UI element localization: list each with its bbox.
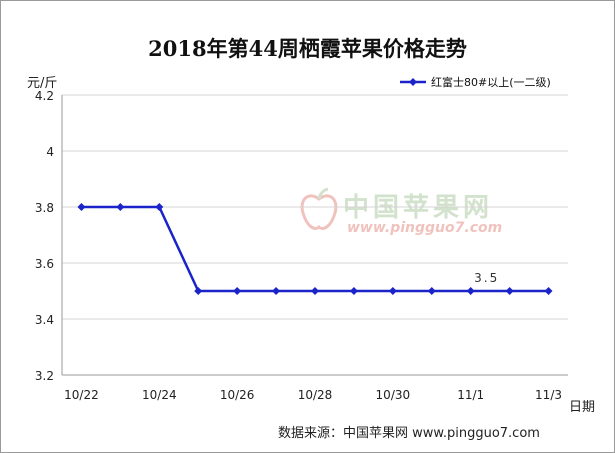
y-tick-label: 3.2: [35, 369, 54, 383]
data-point-marker: [194, 287, 203, 295]
data-point-marker: [427, 287, 436, 295]
watermark-url: www.pingguo7.com: [347, 220, 503, 236]
y-tick-label: 3.8: [35, 201, 54, 215]
x-tick-label: 10/22: [64, 388, 99, 402]
y-tick-label: 4: [46, 145, 54, 159]
chart-title: 2018年第44周栖霞苹果价格走势: [148, 36, 467, 61]
y-axis-unit-label: 元/斤: [27, 76, 58, 91]
x-tick-label: 11/3: [535, 388, 562, 402]
legend-series-label: 红富士80#以上(一二级): [431, 76, 551, 89]
data-point-marker: [466, 287, 475, 295]
data-point-marker: [544, 287, 553, 295]
legend-line-marker-icon: [400, 78, 426, 86]
data-point-marker: [77, 203, 86, 211]
watermark-text: 中国苹果网: [343, 193, 494, 223]
x-tick-label: 10/28: [298, 388, 333, 402]
watermark: 中国苹果网 www.pingguo7.com: [299, 187, 529, 243]
x-tick-label: 10/30: [376, 388, 411, 402]
apple-logo-icon: [300, 187, 338, 230]
x-axis-unit-label: 日期: [569, 400, 596, 415]
data-point-marker: [155, 203, 164, 211]
data-label: 3.5: [474, 271, 499, 285]
data-source-text: 数据来源：中国苹果网 www.pingguo7.com: [278, 426, 540, 441]
legend: 红富士80#以上(一二级): [399, 74, 551, 90]
data-point-marker: [349, 287, 358, 295]
data-point-marker: [116, 203, 125, 211]
data-point-marker: [505, 287, 514, 295]
x-tick-label: 10/24: [142, 388, 177, 402]
y-tick-label: 3.6: [35, 257, 54, 271]
data-point-marker: [311, 287, 319, 295]
x-tick-label: 10/26: [220, 388, 255, 402]
y-tick-label: 4.2: [35, 89, 54, 103]
y-tick-label: 3.4: [35, 313, 54, 327]
data-point-marker: [272, 287, 281, 295]
data-point-marker: [388, 287, 397, 295]
x-tick-label: 11/1: [457, 388, 484, 402]
data-point-marker: [233, 287, 242, 295]
